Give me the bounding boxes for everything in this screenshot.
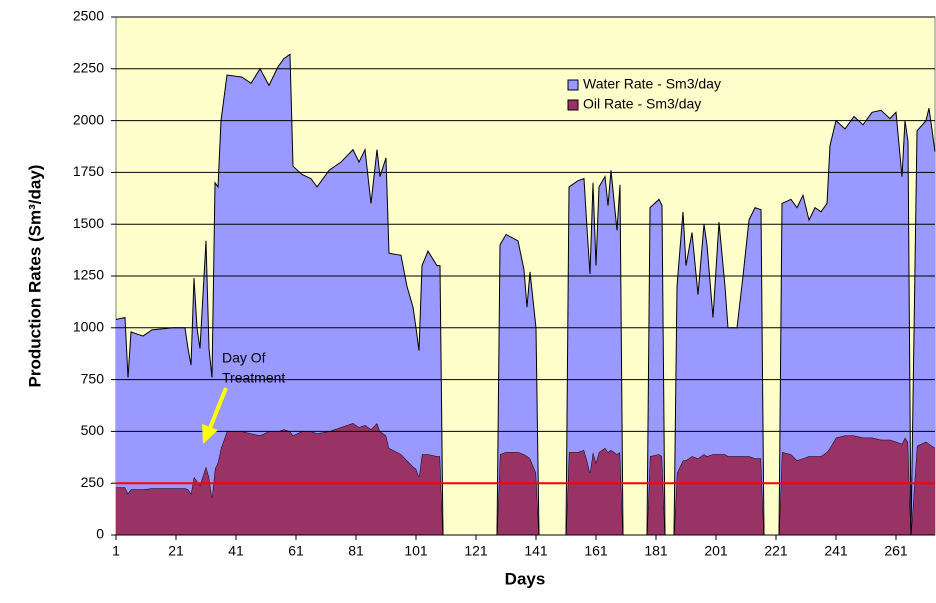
- y-tick-label: 750: [81, 370, 105, 386]
- y-tick-label: 1500: [73, 215, 104, 231]
- x-tick-label: 201: [704, 543, 728, 559]
- y-tick-label: 1000: [73, 319, 104, 335]
- legend-swatch: [567, 99, 579, 111]
- y-tick-label: 1250: [73, 267, 104, 283]
- y-axis-title: Production Rates (Sm³/day): [25, 165, 44, 388]
- y-tick-label: 500: [81, 422, 105, 438]
- x-tick-label: 61: [288, 543, 304, 559]
- y-tick-label: 2000: [73, 111, 104, 127]
- area-outline: [115, 53, 936, 536]
- x-tick-label: 221: [764, 543, 788, 559]
- x-tick-label: 101: [404, 543, 428, 559]
- legend-swatch: [567, 79, 579, 91]
- x-tick-label: 21: [168, 543, 184, 559]
- y-tick-label: 250: [81, 474, 105, 490]
- y-tick-label: 2250: [73, 60, 104, 76]
- y-tick-label: 2500: [73, 8, 104, 24]
- x-axis-title: Days: [505, 569, 546, 588]
- y-tick-label: 0: [96, 526, 104, 542]
- annotation-line: Day Of: [222, 350, 266, 366]
- x-tick-label: 81: [348, 543, 364, 559]
- x-tick-label: 261: [884, 543, 908, 559]
- annotation-line: Treatment: [222, 370, 285, 386]
- x-tick-label: 1: [112, 543, 120, 559]
- x-tick-label: 121: [464, 543, 488, 559]
- x-tick-label: 241: [824, 543, 848, 559]
- x-tick-label: 41: [228, 543, 244, 559]
- x-tick-label: 161: [584, 543, 608, 559]
- y-tick-label: 1750: [73, 163, 104, 179]
- area: [116, 423, 935, 535]
- x-tick-label: 141: [524, 543, 548, 559]
- annotation-arrow: [202, 387, 228, 444]
- legend-label: Oil Rate - Sm3/day: [583, 96, 701, 112]
- x-tick-label: 181: [644, 543, 668, 559]
- legend-label: Water Rate - Sm3/day: [583, 76, 721, 92]
